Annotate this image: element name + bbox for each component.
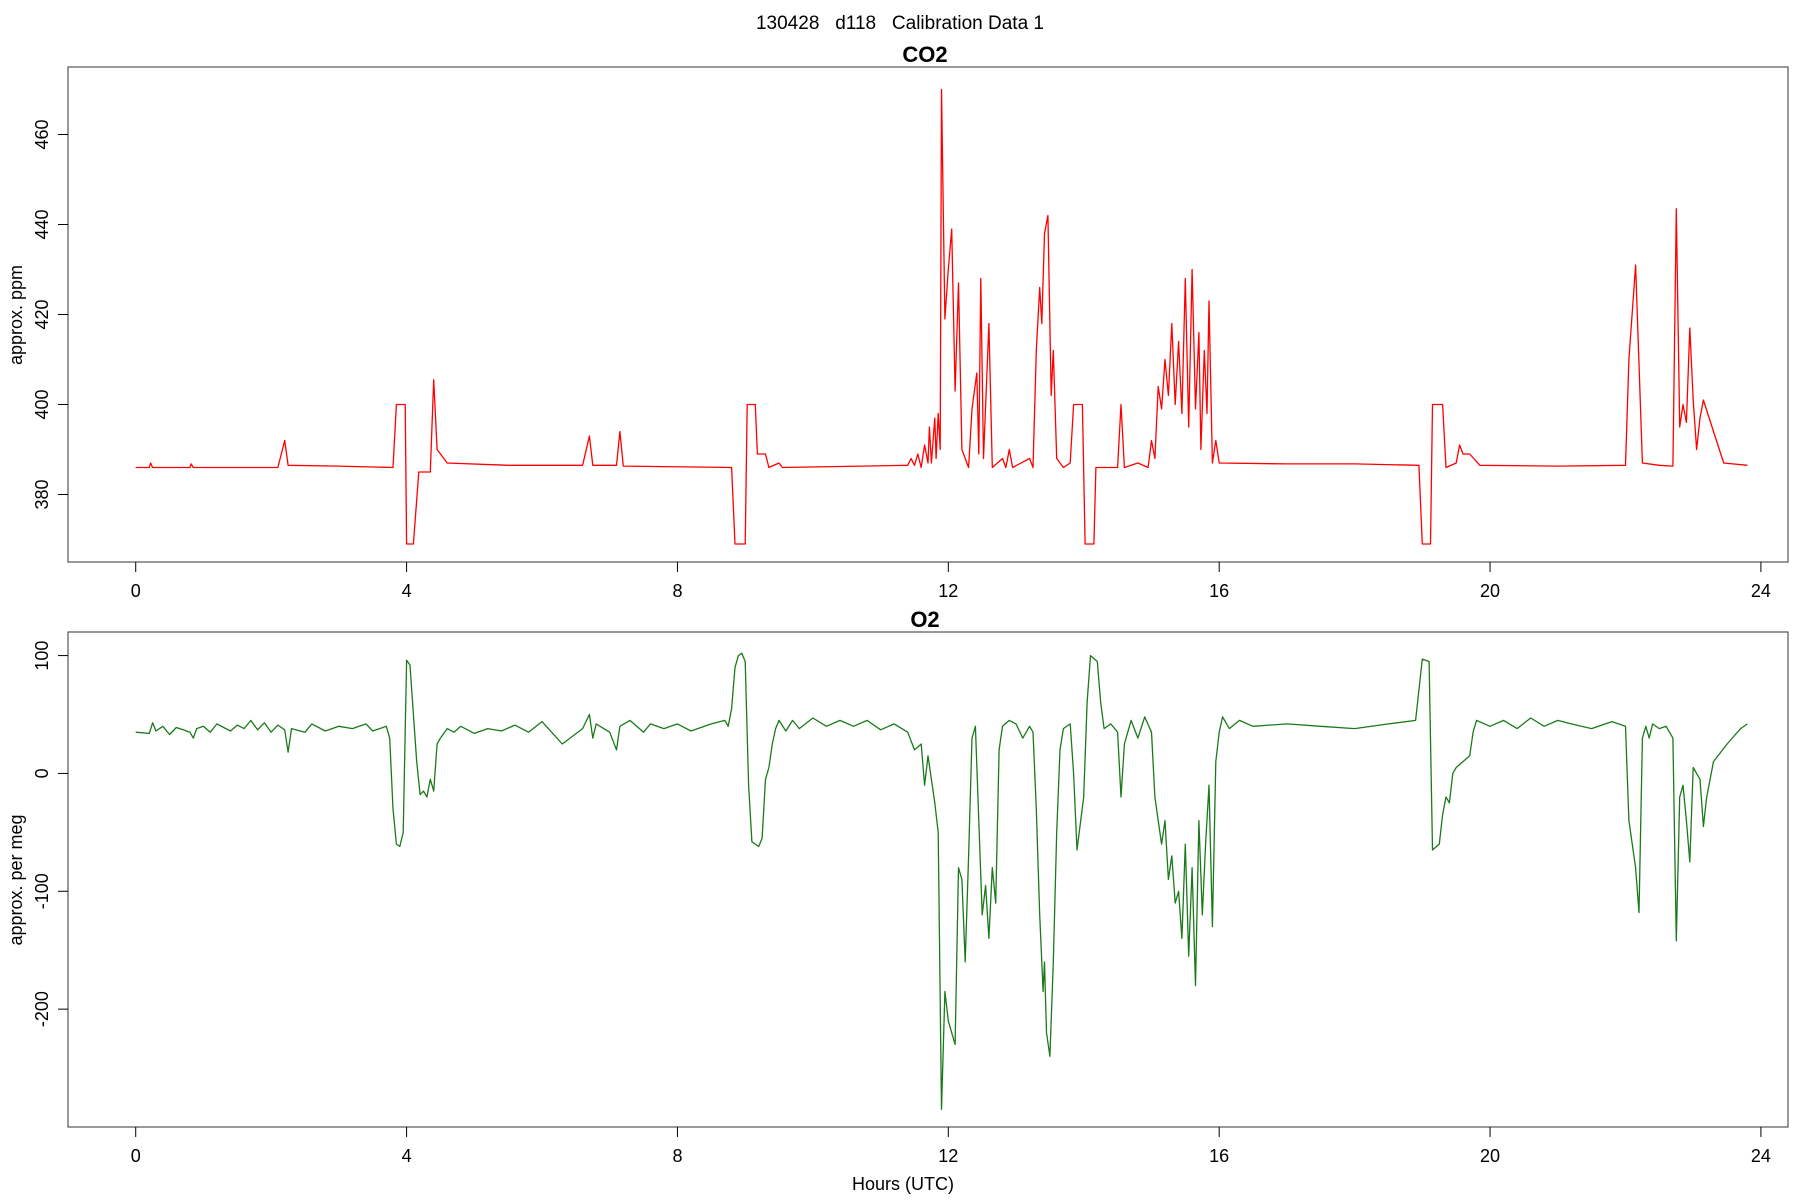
o2-y-axis-label: approx. per meg bbox=[6, 814, 26, 945]
o2-panel: O2 approx. per meg 0 4 8 12 16 20 24 -200 -100 0… bbox=[6, 607, 1789, 1194]
co2-panel: CO2 approx. ppm 0 4 8 12 16 20 24 380 400 420 440… bbox=[6, 42, 1789, 601]
co2-x-tick-label: 0 bbox=[131, 581, 141, 601]
co2-y-axis-label: approx. ppm bbox=[6, 265, 26, 365]
co2-y-tick-label: 420 bbox=[32, 299, 52, 329]
o2-panel-title: O2 bbox=[910, 607, 939, 632]
co2-y-tick-label: 440 bbox=[32, 209, 52, 239]
o2-y-tick-label: 100 bbox=[32, 641, 52, 671]
o2-plot-frame bbox=[67, 631, 1789, 1128]
o2-x-tick-label: 20 bbox=[1480, 1146, 1500, 1166]
o2-series-line bbox=[135, 652, 1748, 1110]
co2-x-tick-label: 4 bbox=[402, 581, 412, 601]
o2-y-tick-label: 0 bbox=[32, 768, 52, 778]
o2-x-tick-label: 8 bbox=[672, 1146, 682, 1166]
co2-y-tick-label: 460 bbox=[32, 119, 52, 149]
co2-series-line bbox=[135, 88, 1748, 545]
o2-x-tick-label: 16 bbox=[1209, 1146, 1229, 1166]
co2-plot-frame bbox=[67, 66, 1789, 563]
co2-x-tick-label: 8 bbox=[672, 581, 682, 601]
co2-x-tick-label: 24 bbox=[1751, 581, 1771, 601]
figure-title: 130428 d118 Calibration Data 1 bbox=[756, 13, 1044, 34]
co2-y-axis: 380 400 420 440 460 bbox=[32, 119, 68, 510]
x-axis-label: Hours (UTC) bbox=[852, 1174, 954, 1194]
o2-x-axis: 0 4 8 12 16 20 24 bbox=[131, 1127, 1771, 1166]
o2-x-tick-label: 4 bbox=[402, 1146, 412, 1166]
o2-x-tick-label: 24 bbox=[1751, 1146, 1771, 1166]
o2-x-tick-label: 0 bbox=[131, 1146, 141, 1166]
o2-x-tick-label: 12 bbox=[938, 1146, 958, 1166]
co2-x-tick-label: 12 bbox=[938, 581, 958, 601]
co2-x-axis: 0 4 8 12 16 20 24 bbox=[131, 562, 1771, 601]
o2-y-tick-label: -100 bbox=[32, 873, 52, 909]
co2-y-tick-label: 380 bbox=[32, 479, 52, 509]
o2-y-tick-label: -200 bbox=[32, 991, 52, 1027]
o2-y-axis: -200 -100 0 100 bbox=[32, 641, 68, 1027]
co2-x-tick-label: 20 bbox=[1480, 581, 1500, 601]
co2-panel-title: CO2 bbox=[902, 42, 947, 67]
co2-y-tick-label: 400 bbox=[32, 389, 52, 419]
co2-x-tick-label: 16 bbox=[1209, 581, 1229, 601]
